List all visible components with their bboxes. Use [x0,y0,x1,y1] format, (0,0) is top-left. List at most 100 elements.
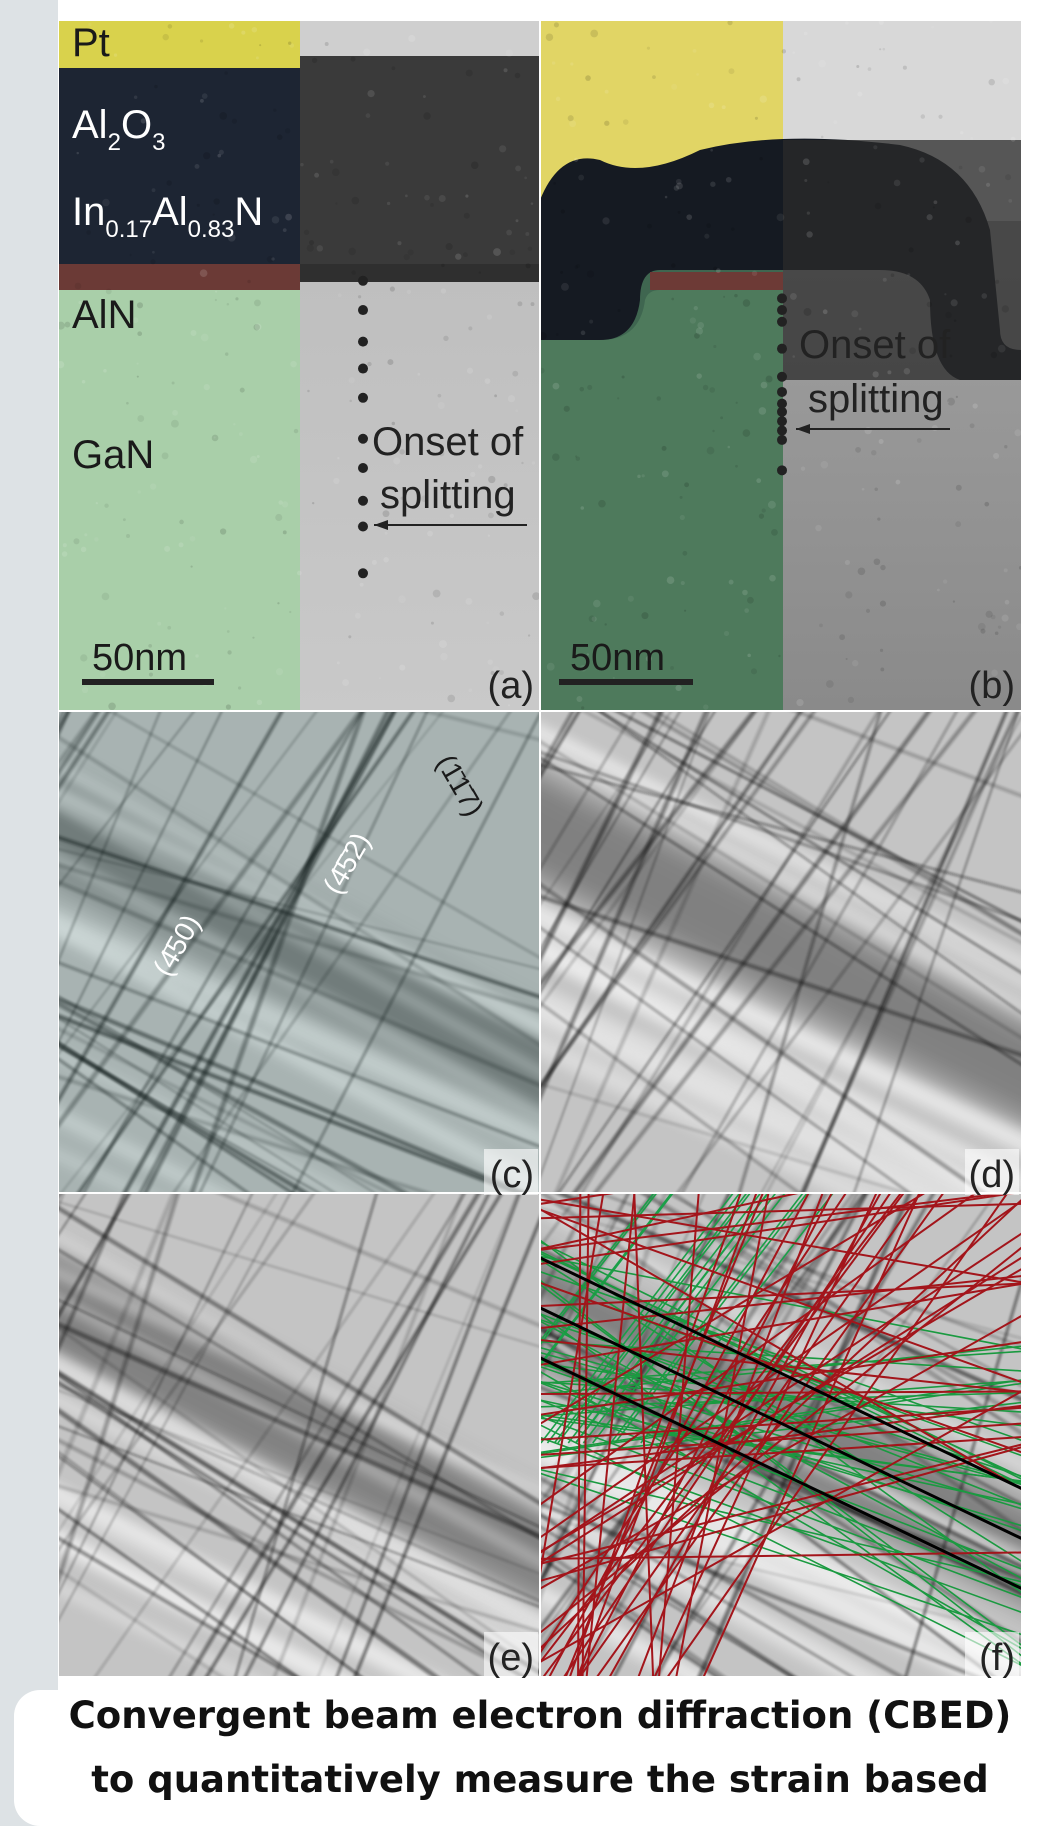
speckle [65,322,71,328]
speckle [684,610,686,612]
speckle [569,120,576,127]
speckle [848,697,854,703]
speckle [845,591,852,598]
speckle [720,416,723,419]
subscript: 2 [108,129,121,156]
speckle [506,230,512,236]
speckle [821,136,824,139]
speckle [858,567,866,575]
speckle [200,269,208,277]
speckle [307,244,314,251]
speckle [1005,174,1011,180]
speckle [446,243,453,250]
speckle [880,649,883,652]
speckle [525,232,529,236]
speckle [937,589,940,592]
speckle [288,42,291,45]
probe-dot [777,317,787,327]
speckle [494,394,497,397]
speckle [423,112,430,119]
layer-text: In [72,190,105,234]
speckle [224,71,228,75]
speckle [250,456,257,463]
speckle [671,298,674,301]
probe-dot [358,463,368,473]
speckle [818,60,826,68]
probe-dot [358,276,368,286]
speckle [515,73,521,79]
speckle [506,49,513,56]
speckle [427,531,433,537]
speckle [709,387,715,393]
speckle [833,120,837,124]
layer-label: GaN [72,433,154,477]
speckle [137,331,142,336]
speckle [191,330,197,336]
speckle [1002,78,1009,85]
speckle [951,299,958,306]
speckle [622,376,625,379]
speckle [150,259,155,264]
speckle [338,293,342,297]
speckle [471,162,478,169]
speckle [202,93,208,99]
speckle [682,551,687,556]
speckle [387,202,390,205]
speckle [671,84,677,90]
speckle [801,467,805,471]
speckle [391,66,395,70]
speckle [220,528,226,534]
speckle [665,196,668,199]
layer-text: GaN [72,433,154,477]
speckle [1014,429,1021,436]
speckle [973,403,978,408]
speckle [938,115,942,119]
speckle [959,166,963,170]
speckle [366,113,371,118]
speckle [589,615,596,622]
speckle [438,402,445,409]
speckle [493,248,501,256]
speckle [556,97,561,102]
speckle [312,502,314,504]
speckle [696,73,699,76]
speckle [212,435,219,442]
speckle [955,521,961,527]
speckle [736,402,738,404]
speckle [694,306,698,310]
probe-dot [358,305,368,315]
speckle [943,579,947,583]
speckle [63,543,67,547]
speckle [710,149,713,152]
speckle [204,384,210,390]
speckle [385,162,389,166]
speckle [907,273,910,276]
speckle [154,85,157,88]
speckle [703,385,708,390]
speckle [431,622,434,625]
figure: PtAl2O3In0.17Al0.83NAlNGaNOnset ofsplitt… [0,0,1037,1826]
speckle [455,253,461,259]
scale-bar-label: 50nm [92,637,187,679]
speckle [970,423,975,428]
probe-dot [777,465,787,475]
speckle [602,217,609,224]
speckle [873,145,877,149]
speckle [927,214,933,220]
speckle [697,322,704,329]
speckle [839,634,845,640]
subscript: 0.83 [188,216,235,243]
speckle [333,478,339,484]
speckle [438,394,442,398]
speckle [300,163,303,166]
speckle [509,249,515,255]
speckle [752,271,757,276]
speckle [792,355,795,358]
speckle [552,453,560,461]
probe-dot [358,434,368,444]
speckle [852,660,858,666]
speckle [152,251,155,254]
caption-line: to quantitatively measure the strain bas… [91,1758,989,1801]
speckle [851,310,858,317]
speckle [712,430,714,432]
